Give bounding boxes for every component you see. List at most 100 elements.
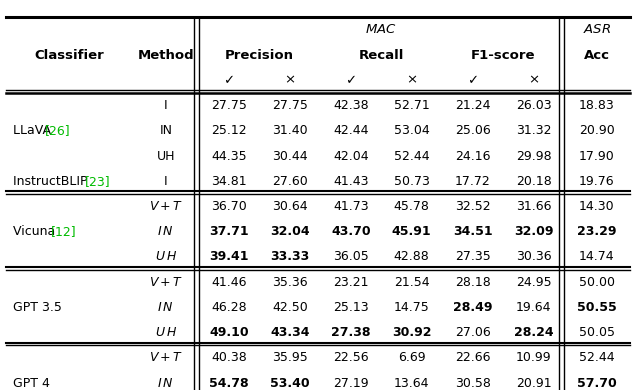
Text: Method: Method [137,49,194,62]
Text: 52.44: 52.44 [394,149,429,163]
Text: 10.99: 10.99 [516,351,551,364]
Text: [12]: [12] [51,225,76,238]
Text: I: I [164,99,168,112]
Text: $ASR$: $ASR$ [583,23,611,36]
Text: 50.00: 50.00 [579,276,615,289]
Text: 18.83: 18.83 [579,99,614,112]
Text: $I\,N$: $I\,N$ [158,376,174,390]
Text: GPT 4: GPT 4 [13,376,50,390]
Text: 23.29: 23.29 [577,225,616,238]
Text: 27.75: 27.75 [272,99,308,112]
Text: 44.35: 44.35 [211,149,247,163]
Text: 6.69: 6.69 [398,351,425,364]
Text: I: I [164,175,168,188]
Text: 21.54: 21.54 [394,276,429,289]
Text: InstructBLIP: InstructBLIP [13,175,92,188]
Text: [26]: [26] [45,124,71,137]
Text: F1-score: F1-score [471,49,536,62]
Text: 17.90: 17.90 [579,149,614,163]
Text: 35.36: 35.36 [272,276,308,289]
Text: 19.64: 19.64 [516,301,551,314]
Text: 25.12: 25.12 [211,124,247,137]
Text: 50.55: 50.55 [577,301,617,314]
Text: 31.66: 31.66 [516,200,551,213]
Text: Precision: Precision [225,49,294,62]
Text: 34.51: 34.51 [453,225,492,238]
Text: LLaVA: LLaVA [13,124,55,137]
Text: 36.05: 36.05 [333,250,369,263]
Text: [23]: [23] [85,175,111,188]
Text: ✓: ✓ [345,74,356,87]
Text: Classifier: Classifier [35,49,104,62]
Text: 36.70: 36.70 [211,200,247,213]
Text: $V+T$: $V+T$ [149,200,183,213]
Text: 14.30: 14.30 [579,200,614,213]
Text: 28.49: 28.49 [453,301,492,314]
Text: 41.43: 41.43 [333,175,369,188]
Text: 50.73: 50.73 [394,175,430,188]
Text: 35.95: 35.95 [272,351,308,364]
Text: 42.88: 42.88 [394,250,429,263]
Text: $U\,H$: $U\,H$ [155,250,177,263]
Text: 14.74: 14.74 [579,250,614,263]
Text: Acc: Acc [584,49,610,62]
Text: 43.34: 43.34 [270,326,310,339]
Text: $V+T$: $V+T$ [149,276,183,289]
Text: 42.44: 42.44 [333,124,369,137]
Text: 30.92: 30.92 [392,326,431,339]
Text: IN: IN [159,124,172,137]
Text: 27.38: 27.38 [331,326,371,339]
Text: 28.24: 28.24 [514,326,553,339]
Text: 41.73: 41.73 [333,200,369,213]
Text: ✓: ✓ [223,74,235,87]
Text: 19.76: 19.76 [579,175,614,188]
Text: 45.91: 45.91 [392,225,432,238]
Text: 54.78: 54.78 [209,376,249,390]
Text: 30.58: 30.58 [455,376,490,390]
Text: 30.44: 30.44 [272,149,308,163]
Text: 32.52: 32.52 [455,200,490,213]
Text: $MAC$: $MAC$ [366,23,397,36]
Text: 27.06: 27.06 [455,326,490,339]
Text: 39.41: 39.41 [209,250,249,263]
Text: 32.09: 32.09 [514,225,553,238]
Text: 24.16: 24.16 [455,149,490,163]
Text: 20.91: 20.91 [516,376,551,390]
Text: 31.40: 31.40 [272,124,308,137]
Text: 28.18: 28.18 [455,276,490,289]
Text: 45.78: 45.78 [394,200,430,213]
Text: 29.98: 29.98 [516,149,551,163]
Text: ×: × [284,74,296,87]
Text: Recall: Recall [359,49,404,62]
Text: 27.75: 27.75 [211,99,247,112]
Text: 42.38: 42.38 [333,99,369,112]
Text: 25.13: 25.13 [333,301,369,314]
Text: 42.04: 42.04 [333,149,369,163]
Text: 42.50: 42.50 [272,301,308,314]
Text: 41.46: 41.46 [211,276,247,289]
Text: $I\,N$: $I\,N$ [158,225,174,238]
Text: 22.66: 22.66 [455,351,490,364]
Text: $I\,N$: $I\,N$ [158,301,174,314]
Text: UH: UH [156,149,175,163]
Text: 17.72: 17.72 [455,175,490,188]
Text: 52.44: 52.44 [579,351,614,364]
Text: 46.28: 46.28 [211,301,247,314]
Text: 53.40: 53.40 [270,376,310,390]
Text: 27.60: 27.60 [272,175,308,188]
Text: ×: × [528,74,539,87]
Text: ✓: ✓ [467,74,478,87]
Text: 49.10: 49.10 [209,326,249,339]
Text: 33.33: 33.33 [270,250,310,263]
Text: 21.24: 21.24 [455,99,490,112]
Text: 52.71: 52.71 [394,99,429,112]
Text: 43.70: 43.70 [331,225,371,238]
Text: ×: × [406,74,417,87]
Text: 30.36: 30.36 [516,250,551,263]
Text: 26.03: 26.03 [516,99,551,112]
Text: GPT 3.5: GPT 3.5 [13,301,62,314]
Text: Vicuna: Vicuna [13,225,59,238]
Text: 34.81: 34.81 [211,175,247,188]
Text: 57.70: 57.70 [577,376,617,390]
Text: 31.32: 31.32 [516,124,551,137]
